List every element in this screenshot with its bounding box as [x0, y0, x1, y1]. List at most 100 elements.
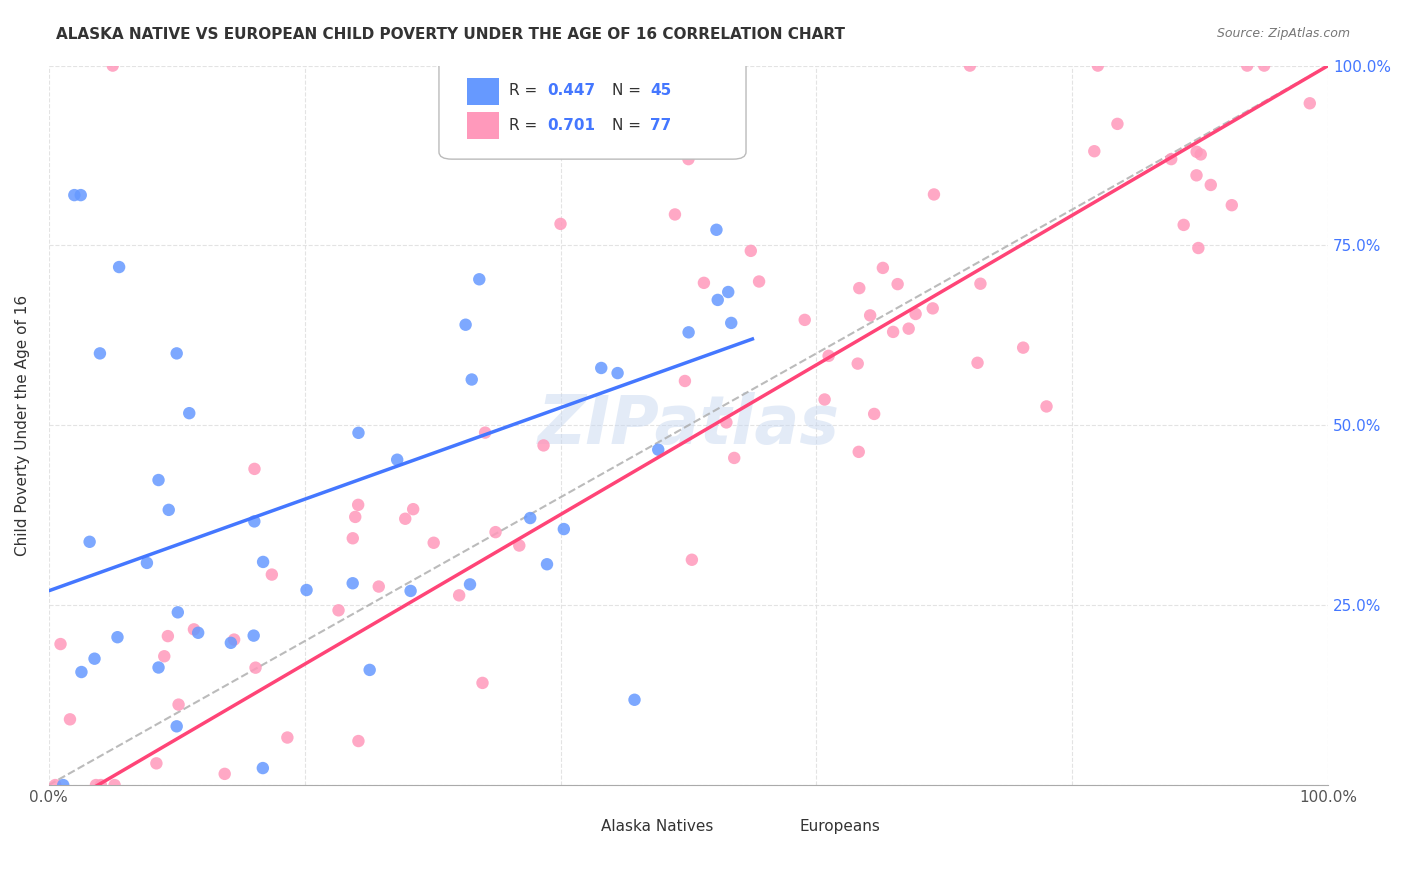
Point	[817, 349, 839, 363]
Point	[214, 767, 236, 781]
Point	[813, 392, 835, 407]
Point	[166, 346, 188, 360]
Point	[897, 321, 920, 335]
Point	[720, 316, 742, 330]
Point	[454, 318, 477, 332]
Point	[673, 374, 696, 388]
Point	[153, 649, 176, 664]
Point	[260, 567, 283, 582]
Point	[243, 462, 266, 476]
Point	[1236, 59, 1258, 73]
Point	[848, 281, 870, 295]
Point	[553, 522, 575, 536]
Point	[1035, 400, 1057, 414]
Point	[49, 637, 72, 651]
Point	[474, 425, 496, 440]
Point	[79, 534, 101, 549]
Text: 77: 77	[650, 118, 671, 133]
Y-axis label: Child Poverty Under the Age of 16: Child Poverty Under the Age of 16	[15, 294, 30, 556]
Point	[148, 660, 170, 674]
Point	[156, 629, 179, 643]
Point	[399, 583, 422, 598]
Text: R =: R =	[509, 83, 543, 98]
Point	[484, 525, 506, 540]
Point	[166, 719, 188, 733]
Point	[1187, 241, 1209, 255]
Point	[591, 361, 613, 376]
Text: 0.701: 0.701	[548, 118, 596, 133]
Point	[276, 731, 298, 745]
Point	[886, 277, 908, 292]
Point	[1189, 147, 1212, 161]
Point	[748, 275, 770, 289]
Text: ZIPatlas: ZIPatlas	[537, 392, 839, 458]
Point	[347, 425, 370, 440]
Point	[1173, 218, 1195, 232]
Point	[471, 676, 494, 690]
Point	[90, 778, 112, 792]
Point	[69, 188, 91, 202]
Point	[187, 625, 209, 640]
FancyBboxPatch shape	[439, 58, 747, 159]
Point	[83, 651, 105, 665]
Bar	[467, 78, 499, 105]
Point	[394, 512, 416, 526]
Point	[606, 366, 628, 380]
Point	[550, 217, 572, 231]
Point	[468, 272, 491, 286]
Point	[1199, 178, 1222, 192]
Point	[793, 313, 815, 327]
Point	[921, 301, 943, 316]
Bar	[467, 112, 499, 139]
Point	[252, 761, 274, 775]
Point	[966, 356, 988, 370]
Point	[1160, 152, 1182, 166]
Point	[846, 357, 869, 371]
Point	[848, 445, 870, 459]
Point	[681, 553, 703, 567]
Point	[536, 558, 558, 572]
Text: Europeans: Europeans	[800, 819, 880, 834]
Point	[1185, 169, 1208, 183]
Point	[342, 531, 364, 545]
Point	[458, 577, 481, 591]
Point	[1185, 145, 1208, 159]
Point	[959, 59, 981, 73]
Point	[723, 450, 745, 465]
Point	[678, 152, 700, 166]
Point	[70, 665, 93, 679]
Point	[84, 778, 107, 792]
Point	[242, 629, 264, 643]
Point	[717, 285, 740, 299]
Point	[59, 712, 82, 726]
Point	[863, 407, 886, 421]
Text: Source: ZipAtlas.com: Source: ZipAtlas.com	[1216, 27, 1350, 40]
Point	[969, 277, 991, 291]
Point	[328, 603, 350, 617]
Point	[508, 539, 530, 553]
Point	[1012, 341, 1035, 355]
Point	[104, 778, 127, 792]
Point	[1299, 96, 1322, 111]
Text: 0.447: 0.447	[548, 83, 596, 98]
Point	[402, 502, 425, 516]
Point	[243, 515, 266, 529]
Point	[449, 588, 471, 602]
Point	[740, 244, 762, 258]
Point	[108, 260, 131, 274]
Point	[245, 661, 267, 675]
Point	[166, 605, 188, 619]
Point	[167, 698, 190, 712]
Point	[1083, 145, 1105, 159]
Point	[252, 555, 274, 569]
Point	[872, 260, 894, 275]
Point	[664, 207, 686, 221]
Point	[422, 535, 444, 549]
Point	[179, 406, 201, 420]
Point	[344, 509, 367, 524]
Text: 45: 45	[650, 83, 671, 98]
Point	[882, 325, 904, 339]
Point	[44, 778, 66, 792]
Point	[1220, 198, 1243, 212]
Point	[859, 309, 882, 323]
